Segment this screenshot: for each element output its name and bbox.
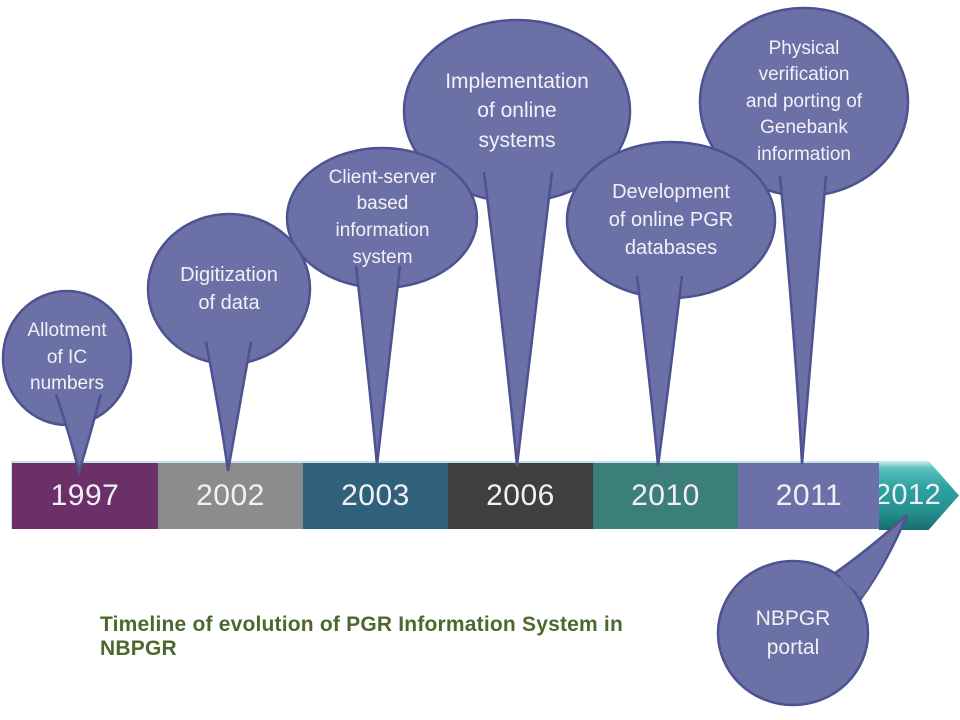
timeline-segment-2003: 2003	[303, 463, 448, 529]
timeline-segment-2006: 2006	[448, 463, 593, 529]
balloon-tail-1997	[54, 393, 103, 477]
balloon-bubble-2012	[716, 559, 870, 707]
year-label-2012: 2012	[874, 479, 942, 511]
year-label-2010: 2010	[631, 479, 700, 512]
balloon-tail-2011	[778, 175, 828, 465]
balloon-tail-2012-fill	[840, 520, 903, 597]
timeline-segment-2002: 2002	[158, 463, 303, 529]
balloon-tail-2003	[354, 265, 402, 466]
balloon-tail-2006	[482, 171, 554, 467]
year-label-2002: 2002	[196, 479, 265, 512]
balloon-bubble-2010	[565, 140, 777, 300]
caption: Timeline of evolution of PGR Information…	[100, 613, 623, 660]
balloon-tail-2002	[204, 341, 253, 472]
balloon-tail-2010	[635, 275, 684, 467]
year-label-1997: 1997	[50, 479, 120, 512]
timeline-segment-2011: 2011	[738, 463, 880, 529]
timeline-segment-1997: 1997	[12, 463, 158, 529]
timeline-segment-2010: 2010	[593, 463, 738, 529]
balloon-bubble-2002	[146, 212, 312, 366]
year-label-2003: 2003	[341, 479, 410, 512]
timeline-bar: 1997 2002 2003 2006 2010 2011	[11, 461, 880, 529]
year-label-2011: 2011	[775, 479, 843, 512]
year-label-2006: 2006	[486, 479, 555, 512]
